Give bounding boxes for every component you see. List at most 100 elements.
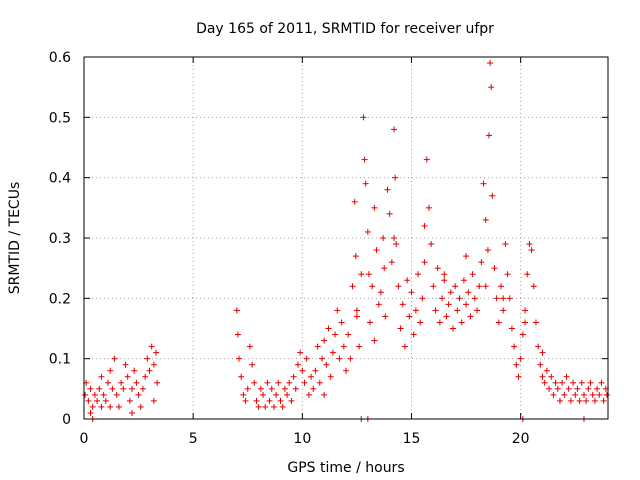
data-point — [482, 216, 489, 223]
data-point — [522, 307, 529, 314]
data-point — [360, 114, 367, 121]
data-point — [144, 355, 151, 362]
data-point — [491, 265, 498, 272]
data-point — [353, 307, 360, 314]
data-point — [353, 313, 360, 320]
data-point — [262, 403, 269, 410]
data-point — [428, 241, 435, 248]
data-point — [495, 319, 502, 326]
data-point — [124, 373, 131, 380]
data-point — [467, 313, 474, 320]
data-point — [454, 307, 461, 314]
data-point — [365, 271, 372, 278]
data-point — [489, 192, 496, 199]
data-point — [340, 343, 347, 350]
data-point — [336, 355, 343, 362]
data-point — [395, 283, 402, 290]
data-point — [111, 355, 118, 362]
data-point — [234, 331, 241, 338]
data-point — [281, 385, 288, 392]
x-tick-label: 10 — [293, 431, 311, 447]
data-point — [476, 283, 483, 290]
data-point — [559, 379, 566, 386]
data-point — [522, 319, 529, 326]
data-point — [129, 409, 136, 416]
data-point — [352, 253, 359, 260]
data-point — [303, 355, 310, 362]
data-point — [107, 403, 114, 410]
data-point — [120, 385, 127, 392]
data-point — [465, 289, 472, 296]
data-point — [133, 379, 140, 386]
data-point — [321, 391, 328, 398]
data-point — [392, 174, 399, 181]
data-point — [546, 385, 553, 392]
data-point — [129, 385, 136, 392]
data-point — [432, 307, 439, 314]
data-point — [273, 391, 280, 398]
data-point — [471, 295, 478, 302]
data-point — [587, 379, 594, 386]
data-point — [415, 271, 422, 278]
data-point — [517, 355, 524, 362]
data-point — [87, 409, 94, 416]
data-point — [421, 259, 428, 266]
data-point — [270, 403, 277, 410]
data-point — [539, 349, 546, 356]
data-point — [552, 379, 559, 386]
data-point — [439, 295, 446, 302]
data-point — [493, 295, 500, 302]
data-point — [456, 295, 463, 302]
data-point — [484, 247, 491, 254]
data-point — [436, 319, 443, 326]
data-point — [343, 367, 349, 374]
data-point — [391, 126, 398, 133]
x-axis-title: GPS time / hours — [287, 460, 404, 476]
data-point — [351, 198, 358, 205]
data-point — [98, 403, 105, 410]
data-point — [312, 367, 319, 374]
data-point — [286, 379, 293, 386]
data-point — [367, 319, 374, 326]
data-point — [102, 397, 109, 404]
data-point — [301, 379, 308, 386]
data-point — [154, 379, 161, 386]
data-point — [500, 295, 507, 302]
chart-title: Day 165 of 2011, SRMTID for receiver ufp… — [196, 21, 494, 37]
data-point — [478, 259, 485, 266]
ticks: 0 0.1 0.2 0.3 0.4 0.5 0.6 0 5 10 15 20 — [49, 50, 608, 447]
data-point — [524, 271, 531, 278]
data-point — [107, 367, 114, 374]
data-point — [257, 385, 264, 392]
data-point — [550, 391, 557, 398]
data-point — [393, 241, 400, 248]
data-point — [578, 379, 585, 386]
data-point — [284, 391, 291, 398]
data-point — [290, 373, 297, 380]
data-point — [504, 271, 511, 278]
data-point — [417, 319, 424, 326]
data-point — [412, 307, 419, 314]
data-point — [150, 361, 157, 368]
data-point — [410, 331, 417, 338]
y-axis-title: SRMTID / TECUs — [7, 182, 23, 295]
data-point — [532, 319, 539, 326]
data-point — [381, 265, 388, 272]
data-point — [118, 379, 125, 386]
data-point — [449, 325, 456, 332]
data-point — [506, 295, 513, 302]
data-point — [364, 228, 371, 235]
y-tick-label: 0.5 — [49, 110, 71, 126]
data-point — [260, 391, 267, 398]
y-tick-label: 0.1 — [49, 352, 71, 368]
data-point — [463, 253, 470, 260]
data-point — [105, 379, 112, 386]
data-point — [397, 325, 404, 332]
x-tick-label: 5 — [189, 431, 198, 447]
data-point — [362, 180, 369, 187]
data-point — [297, 349, 304, 356]
data-point — [266, 397, 273, 404]
data-point — [452, 283, 459, 290]
data-point — [572, 391, 579, 398]
data-point — [508, 325, 515, 332]
